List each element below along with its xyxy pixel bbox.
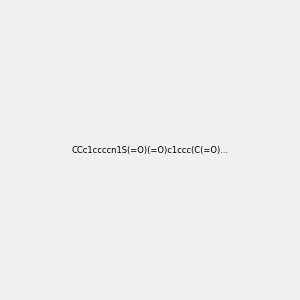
Text: CCc1ccccn1S(=O)(=O)c1ccc(C(=O)...: CCc1ccccn1S(=O)(=O)c1ccc(C(=O)... (71, 146, 229, 154)
